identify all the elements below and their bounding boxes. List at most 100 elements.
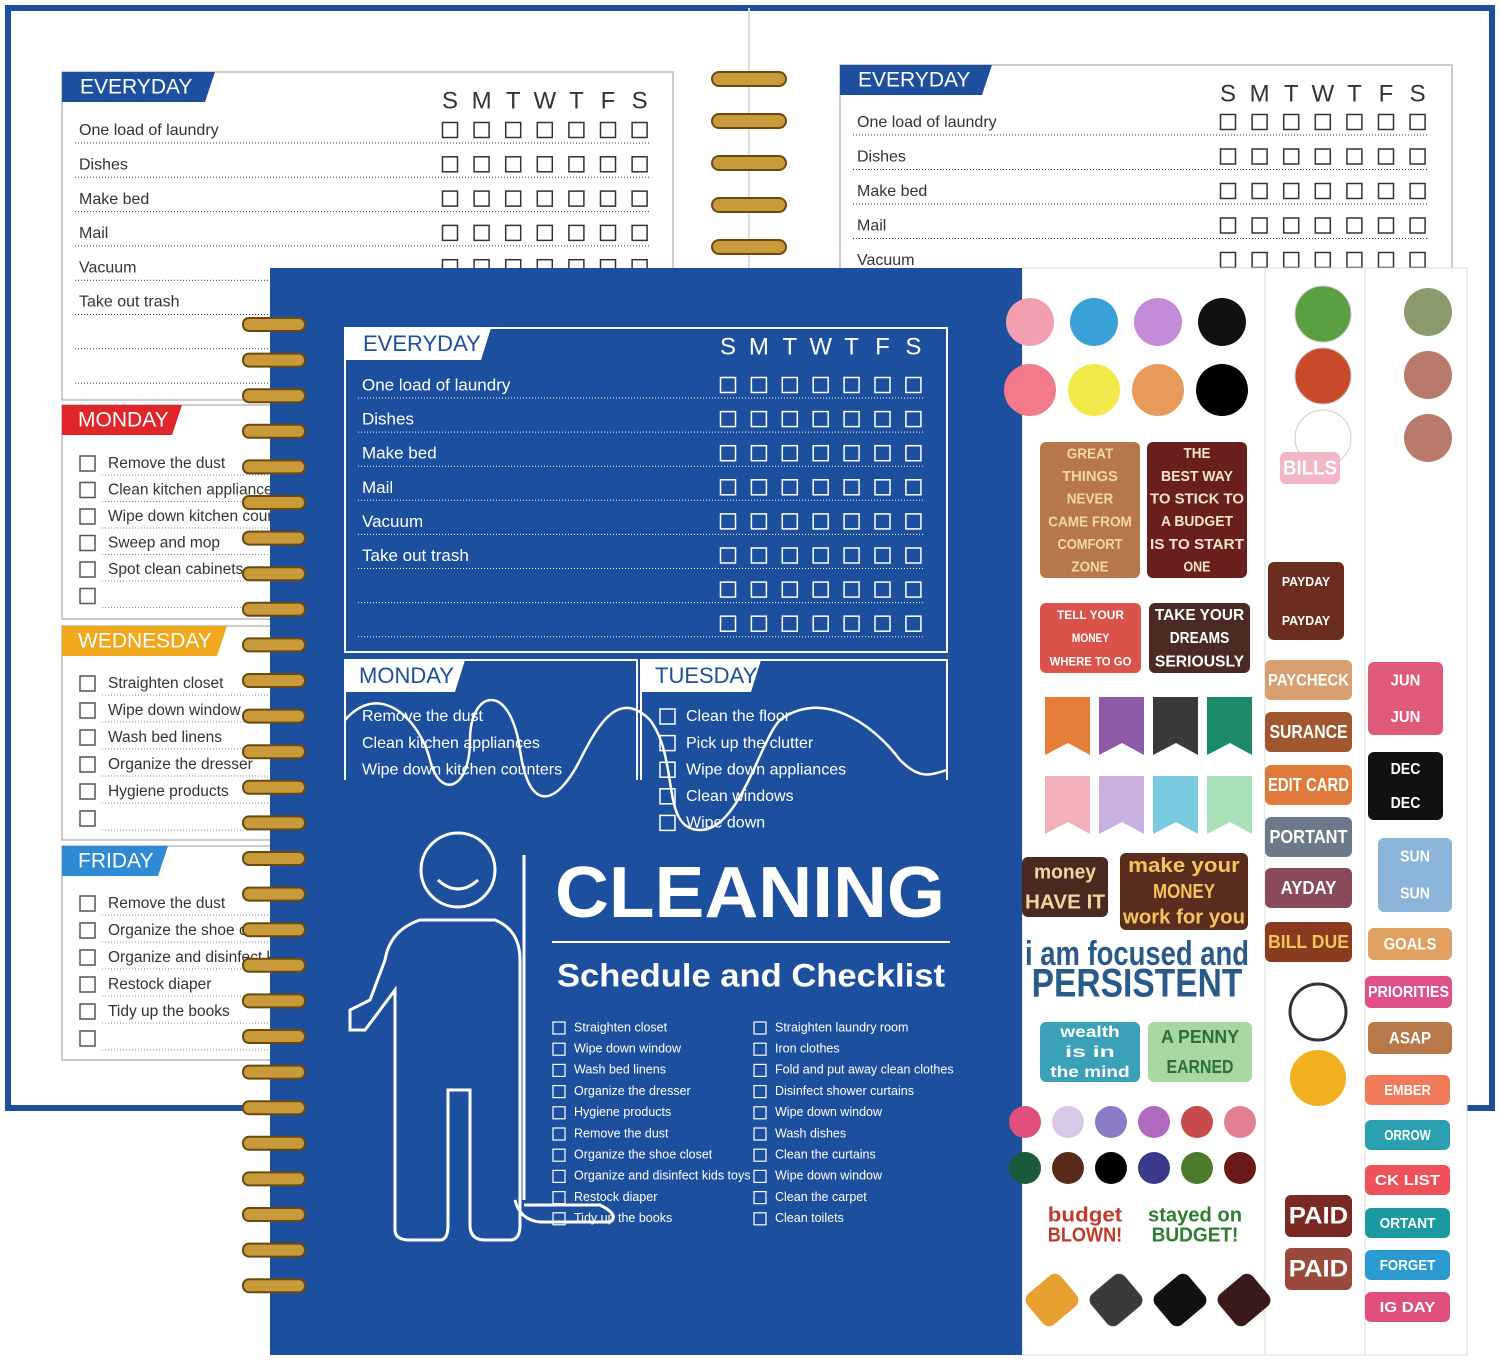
task: Straighten closet — [108, 675, 224, 692]
sticker-text: ZONE — [1071, 559, 1108, 576]
checkbox — [781, 376, 799, 394]
day-letter: S — [632, 87, 648, 114]
task: Wipe down kitchen counters — [362, 761, 562, 778]
checkbox — [1314, 217, 1332, 234]
checkbox — [753, 1021, 767, 1035]
checkbox — [79, 949, 96, 966]
checkbox — [1377, 148, 1395, 165]
section-title: EVERYDAY — [363, 331, 481, 356]
sticker-text: TAKE YOUR — [1155, 607, 1245, 624]
checkbox — [1314, 148, 1332, 165]
sticker-flag — [1099, 776, 1144, 834]
checkbox — [719, 513, 737, 530]
checkbox — [843, 513, 860, 530]
task: Vacuum — [857, 252, 915, 269]
checkbox — [874, 444, 891, 462]
day-letter: T — [1347, 80, 1362, 107]
task: Make bed — [857, 183, 927, 200]
day-letter: W — [809, 333, 832, 360]
sticker-dot — [1095, 1106, 1127, 1138]
checkbox — [874, 581, 891, 598]
task: Remove the dust — [108, 455, 226, 472]
sticker — [1265, 765, 1352, 805]
checkbox — [79, 455, 96, 472]
sticker-dot — [1198, 298, 1246, 346]
checklist-item: Remove the dust — [574, 1126, 669, 1140]
sticker-flag — [1207, 697, 1252, 755]
spiral-ring — [242, 317, 306, 332]
sticker-dot — [1006, 298, 1054, 346]
task: Restock diaper — [108, 976, 211, 993]
sticker-text: ONE — [1184, 559, 1211, 575]
day-letter: T — [1284, 80, 1299, 107]
day-letter: F — [601, 87, 616, 114]
sticker — [1040, 1022, 1140, 1082]
spiral-ring — [242, 637, 306, 653]
sticker-flag — [1207, 776, 1252, 834]
checkbox — [750, 547, 768, 564]
checkbox — [781, 547, 799, 564]
day-letter: S — [1220, 80, 1236, 107]
task: Wipe down window — [108, 702, 241, 719]
checkbox — [536, 156, 554, 173]
checkbox — [568, 224, 585, 242]
sticker — [1368, 752, 1443, 820]
checkbox — [1377, 113, 1395, 131]
sticker — [1040, 603, 1141, 673]
checkbox — [812, 513, 829, 530]
checkbox — [750, 444, 768, 462]
checkbox — [874, 376, 891, 394]
sticker-text: THE — [1184, 446, 1211, 462]
checkbox — [659, 708, 676, 725]
sticker — [1368, 928, 1452, 960]
checkbox — [719, 581, 737, 598]
checkbox — [1219, 148, 1237, 165]
checkbox — [79, 481, 96, 499]
task: Dishes — [79, 157, 128, 174]
day-letter: T — [844, 333, 859, 360]
checkbox — [1282, 113, 1300, 131]
checklist-item: Tidy up the books — [574, 1211, 672, 1225]
checkbox — [631, 121, 648, 139]
spiral-ring — [242, 352, 306, 368]
sticker-tag — [1089, 1273, 1143, 1327]
sticker-text: TO STICK TO — [1150, 491, 1244, 507]
checkbox — [750, 581, 768, 598]
checklist-item: Fold and put away clean clothes — [775, 1063, 954, 1077]
task: Wash bed linens — [108, 729, 222, 746]
checklist-item: Organize the dresser — [574, 1084, 691, 1098]
checklist-item: Organize and disinfect kids toys — [574, 1169, 750, 1183]
checkbox — [719, 615, 737, 632]
task: Pick up the clutter — [686, 735, 814, 752]
sticker-text: SUN — [1400, 886, 1430, 903]
sticker-text: PAID — [1289, 1202, 1349, 1229]
sticker — [1280, 452, 1340, 484]
sticker-dot — [1070, 298, 1118, 346]
task: Spot clean cabinets — [108, 561, 244, 578]
day-letter: F — [875, 333, 890, 360]
sticker — [1365, 1250, 1450, 1280]
sticker-dot — [1181, 1106, 1213, 1138]
day-letter: S — [1410, 80, 1426, 107]
sticker-text: budget — [1048, 1204, 1123, 1226]
sticker-text: PAID — [1289, 1255, 1349, 1282]
sticker-text: CK LIST — [1375, 1172, 1440, 1189]
sticker — [1120, 853, 1248, 930]
sticker-text: MONEY — [1153, 881, 1216, 903]
checkbox — [812, 547, 829, 564]
spiral-ring — [242, 1171, 306, 1187]
sticker-text: JUN — [1391, 709, 1421, 726]
checkbox — [1409, 182, 1426, 200]
task: Remove the dust — [362, 708, 484, 725]
checkbox — [1377, 182, 1395, 200]
checklist-item: Wipe down window — [775, 1105, 883, 1119]
everyday-header — [345, 328, 491, 360]
checkbox — [905, 376, 922, 394]
sticker — [1368, 1022, 1452, 1054]
sticker-text: SUN — [1400, 849, 1430, 866]
checkbox — [1409, 217, 1426, 234]
checkbox — [812, 615, 829, 632]
sticker-flag — [1153, 776, 1198, 834]
task: Clean kitchen appliances — [362, 735, 540, 752]
